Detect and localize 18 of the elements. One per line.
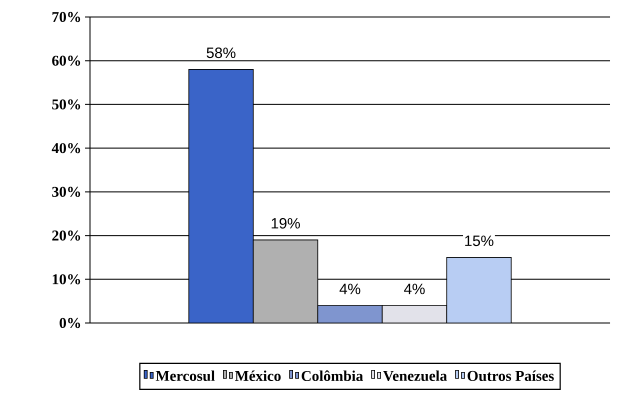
y-tick-label: 60% — [52, 56, 80, 66]
data-label: 58% — [206, 48, 236, 58]
legend-label: Outros Países — [468, 370, 554, 381]
y-tick-label: 10% — [52, 274, 80, 284]
y-tick-label: 50% — [52, 99, 80, 110]
y-tick-label: 20% — [52, 230, 80, 241]
y-tick-label: 0% — [60, 318, 80, 328]
data-label: 4% — [404, 284, 425, 294]
legend-label: Mercosul — [156, 370, 215, 381]
legend-label: Colômbia — [302, 370, 364, 382]
data-label: 15% — [465, 236, 494, 246]
legend-label: México — [235, 370, 281, 381]
data-label: 4% — [340, 284, 360, 294]
legend-label: Venezuela — [383, 370, 447, 382]
data-label: 19% — [272, 218, 300, 229]
y-tick-label: 30% — [52, 186, 80, 197]
y-tick-label: 70% — [52, 12, 80, 22]
y-tick-label: 40% — [52, 143, 80, 154]
